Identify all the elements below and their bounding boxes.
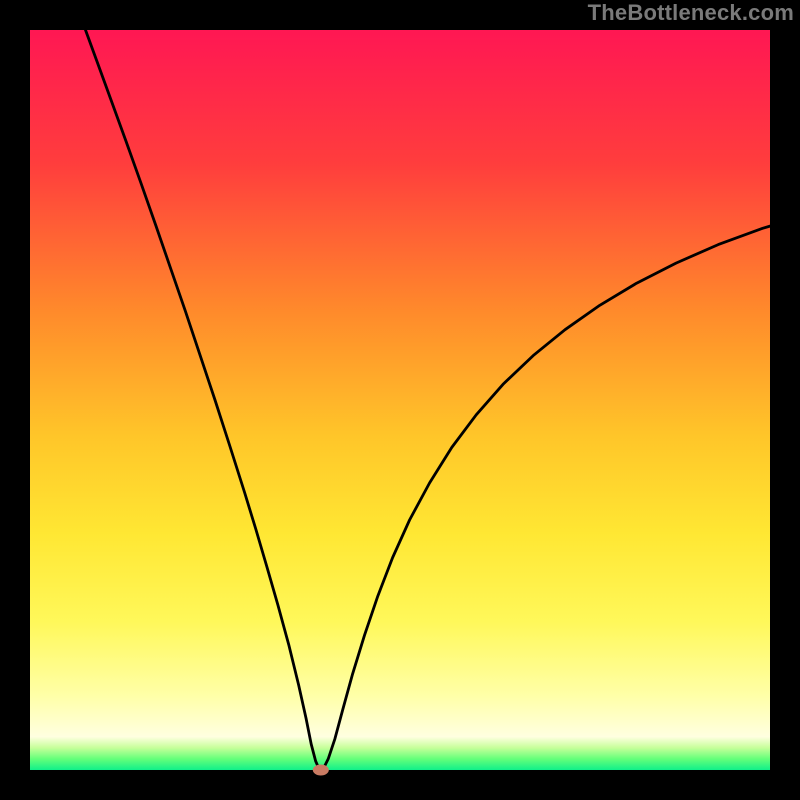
chart-svg bbox=[0, 0, 800, 800]
plot-background bbox=[30, 30, 770, 770]
chart-root: TheBottleneck.com bbox=[0, 0, 800, 800]
optimum-marker bbox=[313, 765, 329, 776]
